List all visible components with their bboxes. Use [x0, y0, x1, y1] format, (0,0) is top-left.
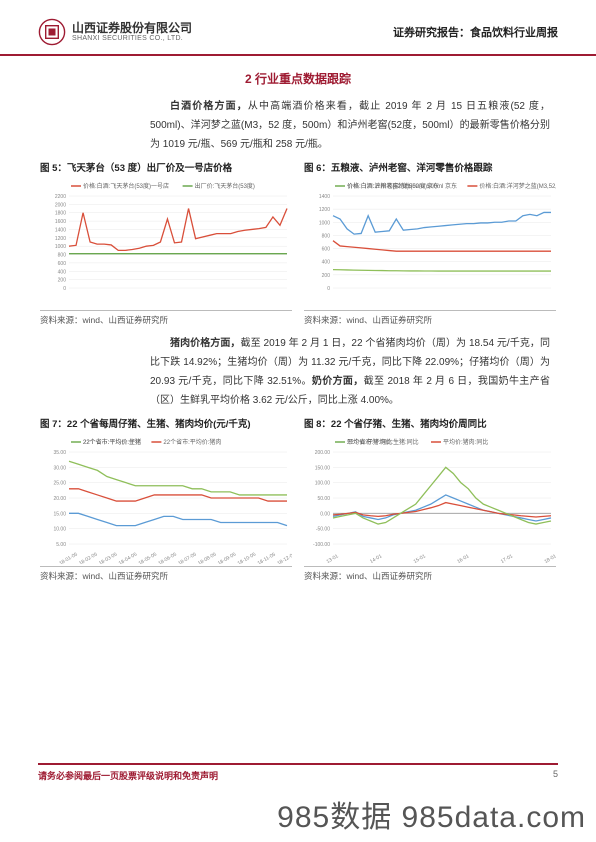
svg-text:100.00: 100.00 — [315, 481, 331, 487]
svg-text:14-01: 14-01 — [369, 553, 383, 564]
svg-text:50.00: 50.00 — [317, 496, 330, 502]
company-logo-icon — [38, 18, 66, 46]
svg-text:600: 600 — [322, 247, 331, 253]
svg-text:30.00: 30.00 — [53, 465, 66, 471]
svg-text:1000: 1000 — [55, 244, 66, 250]
fig8-title: 图 8：22 个省仔猪、生猪、猪肉均价周同比 — [304, 416, 556, 430]
svg-text:400: 400 — [322, 260, 331, 266]
watermark: 985数据 985data.com — [277, 792, 586, 836]
footer-disclaimer: 请务必参阅最后一页股票评级说明和免责声明 — [38, 769, 218, 782]
fig5-source: 资料来源：wind、山西证券研究所 — [40, 310, 292, 326]
svg-text:200: 200 — [322, 273, 331, 279]
svg-text:18-02-05: 18-02-05 — [78, 551, 99, 564]
svg-text:出厂价:飞天茅台(53度): 出厂价:飞天茅台(53度) — [195, 182, 255, 190]
page-footer: 请务必参阅最后一页股票评级说明和免责声明 5 — [38, 763, 558, 782]
svg-text:200: 200 — [58, 278, 67, 284]
svg-text:22个省市:平均价:猪肉: 22个省市:平均价:猪肉 — [163, 438, 221, 446]
svg-text:18-10-05: 18-10-05 — [237, 551, 258, 564]
svg-text:35.00: 35.00 — [53, 450, 66, 456]
svg-text:价格:白酒:泸州老窖特曲(52度)500ml 京东: 价格:白酒:泸州老窖特曲(52度)500ml 京东 — [347, 182, 457, 190]
svg-text:20.00: 20.00 — [53, 496, 66, 502]
fig5-title: 图 5：飞天茅台（53 度）出厂价及一号店价格 — [40, 160, 292, 174]
svg-text:2000: 2000 — [55, 202, 66, 208]
svg-text:200.00: 200.00 — [315, 450, 331, 456]
svg-text:0: 0 — [327, 286, 330, 292]
svg-text:18-03-05: 18-03-05 — [98, 551, 119, 564]
fig6-chart: 0200400600800100012001400价格:白酒:五粮液(52度)5… — [304, 178, 556, 308]
paragraph-2: 猪肉价格方面，截至 2019 年 2 月 1 日，22 个省猪肉均价（周）为 1… — [0, 334, 596, 410]
para2-lead: 猪肉价格方面， — [170, 338, 241, 349]
page-header: 山西证券股份有限公司 SHANXI SECURITIES CO., LTD. 证… — [0, 0, 596, 56]
para2-lead2: 奶价方面， — [312, 376, 364, 387]
svg-text:-50.00: -50.00 — [316, 527, 330, 533]
report-type: 证券研究报告：食品饮料行业周报 — [393, 24, 558, 40]
para1-lead: 白酒价格方面， — [170, 101, 248, 112]
svg-text:2200: 2200 — [55, 194, 66, 200]
figure-6: 图 6：五粮液、泸州老窖、洋河零售价格跟踪 0 200 400 600 800 1000 1… — [304, 160, 556, 326]
page-number: 5 — [553, 769, 558, 782]
paragraph-1: 白酒价格方面，从中高端酒价格来看，截止 2019 年 2 月 15 日五粮液(5… — [0, 97, 596, 154]
company-name-en: SHANXI SECURITIES CO., LTD. — [72, 35, 192, 43]
fig6-source: 资料来源：wind、山西证券研究所 — [304, 310, 556, 326]
company-name-cn: 山西证券股份有限公司 — [72, 22, 192, 35]
fig7-title: 图 7：22 个省每周仔猪、生猪、猪肉均价(元/千克) — [40, 416, 292, 430]
svg-text:1600: 1600 — [55, 219, 66, 225]
svg-text:1200: 1200 — [55, 236, 66, 242]
svg-text:平均价:猪肉:同比: 平均价:猪肉:同比 — [443, 438, 488, 446]
fig8-source: 资料来源：wind、山西证券研究所 — [304, 566, 556, 582]
svg-text:价格:白酒:飞天茅台(53度)一号店: 价格:白酒:飞天茅台(53度)一号店 — [83, 182, 169, 190]
svg-text:18-06-05: 18-06-05 — [157, 551, 178, 564]
svg-text:1000: 1000 — [319, 220, 330, 226]
svg-text:1400: 1400 — [55, 227, 66, 233]
svg-text:1200: 1200 — [319, 207, 330, 213]
svg-text:800: 800 — [322, 233, 331, 239]
svg-text:18-05-05: 18-05-05 — [138, 551, 159, 564]
figure-8: 图 8：22 个省仔猪、生猪、猪肉均价周同比 -100.00 -50.00 0.00… — [304, 416, 556, 582]
svg-text:18-01: 18-01 — [543, 553, 556, 564]
svg-text:15-01: 15-01 — [413, 553, 427, 564]
figure-5: 图 5：飞天茅台（53 度）出厂价及一号店价格 0 200 400 600 800 100… — [40, 160, 292, 326]
section-title: 2 行业重点数据跟踪 — [0, 70, 596, 87]
figure-row-2: 图 7：22 个省每周仔猪、生猪、猪肉均价(元/千克) 5.00 10.00 15.… — [0, 410, 596, 582]
svg-text:18-07-05: 18-07-05 — [177, 551, 198, 564]
svg-text:平均价:仔猪:同比: 平均价:仔猪:同比 — [347, 438, 392, 446]
fig5-chart: 0 200 400 600 800 1000 1200 1400 1600 1800 2000 220… — [40, 178, 292, 308]
fig7-source: 资料来源：wind、山西证券研究所 — [40, 566, 292, 582]
fig7-chart: 5.00 10.00 15.00 20.00 25.00 30.00 35.00 18-01-… — [40, 434, 292, 564]
svg-text:18-09-05: 18-09-05 — [217, 551, 238, 564]
svg-text:150.00: 150.00 — [315, 465, 331, 471]
svg-text:5.00: 5.00 — [56, 542, 66, 548]
figure-7: 图 7：22 个省每周仔猪、生猪、猪肉均价(元/千克) 5.00 10.00 15.… — [40, 416, 292, 582]
svg-text:15.00: 15.00 — [53, 511, 66, 517]
svg-text:10.00: 10.00 — [53, 527, 66, 533]
svg-text:1800: 1800 — [55, 211, 66, 217]
svg-text:1400: 1400 — [319, 194, 330, 200]
figure-row-1: 图 5：飞天茅台（53 度）出厂价及一号店价格 0 200 400 600 800 100… — [0, 154, 596, 326]
svg-text:18-12-05: 18-12-05 — [276, 551, 292, 564]
svg-text:0.00: 0.00 — [320, 511, 330, 517]
logo-block: 山西证券股份有限公司 SHANXI SECURITIES CO., LTD. — [38, 18, 192, 46]
svg-text:17-01: 17-01 — [500, 553, 514, 564]
svg-text:25.00: 25.00 — [53, 481, 66, 487]
svg-text:18-04-05: 18-04-05 — [118, 551, 139, 564]
svg-text:800: 800 — [58, 253, 67, 259]
svg-text:22个省市:平均价:仔猪: 22个省市:平均价:仔猪 — [83, 438, 141, 446]
svg-text:价格:白酒:洋河梦之蓝(M3,52度)500m 京东: 价格:白酒:洋河梦之蓝(M3,52度)500m 京东 — [479, 182, 556, 190]
svg-text:13-01: 13-01 — [325, 553, 339, 564]
fig8-chart: -100.00 -50.00 0.00 50.00 100.00 150.00 200.00… — [304, 434, 556, 564]
svg-text:600: 600 — [58, 261, 67, 267]
svg-text:18-11-05: 18-11-05 — [257, 552, 277, 564]
svg-text:18-01-05: 18-01-05 — [58, 551, 79, 564]
svg-text:-100.00: -100.00 — [313, 542, 330, 548]
svg-text:400: 400 — [58, 269, 67, 275]
svg-text:0: 0 — [63, 286, 66, 292]
fig6-title: 图 6：五粮液、泸州老窖、洋河零售价格跟踪 — [304, 160, 556, 174]
svg-text:18-08-05: 18-08-05 — [197, 551, 218, 564]
svg-text:16-01: 16-01 — [456, 553, 470, 564]
